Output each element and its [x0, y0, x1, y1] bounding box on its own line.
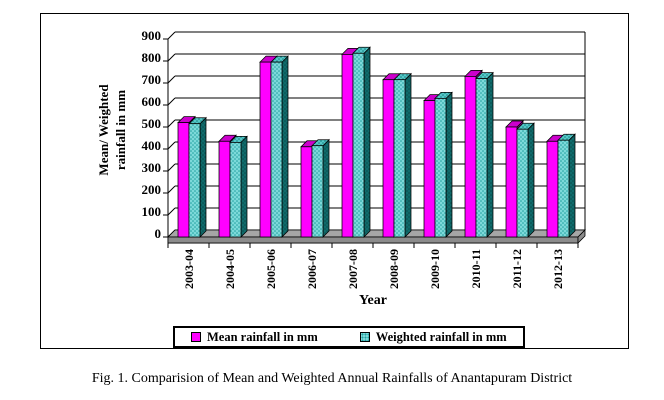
legend-label-weighted: Weighted rainfall in mm — [375, 329, 507, 344]
x-tick-label: 2006-07 — [305, 249, 319, 289]
bar-weighted-2005-06 — [270, 55, 289, 238]
legend-item-mean: Mean rainfall in mm — [191, 330, 318, 345]
gridline-depth-connector — [167, 31, 176, 40]
y-tick-label: 800 — [142, 50, 162, 65]
gridline-depth-connector — [167, 141, 176, 150]
y-axis-title: Mean/ Weighted rainfall in mm — [96, 55, 136, 205]
gridline-depth-connector — [167, 119, 176, 128]
bar-weighted-2011-12 — [516, 122, 535, 238]
y-tick-label: 200 — [142, 182, 162, 197]
x-tick-label: 2011-12 — [510, 249, 524, 288]
x-tick-label: 2005-06 — [264, 249, 278, 289]
mean-series-swatch-icon — [191, 332, 201, 342]
x-tick-label: 2012-13 — [551, 249, 565, 289]
gridline-depth-connector — [167, 97, 176, 106]
y-tick-label: 700 — [142, 72, 162, 87]
bar-weighted-2004-05 — [229, 135, 248, 238]
y-tick-label: 500 — [142, 116, 162, 131]
x-axis-title: Year — [359, 293, 387, 308]
bar-weighted-2008-09 — [393, 72, 412, 238]
x-tick-label: 2007-08 — [346, 249, 360, 289]
legend: Mean rainfall in mm Weighted rainfall in… — [173, 326, 525, 348]
bar-weighted-2007-08 — [352, 46, 371, 238]
bar-weighted-2012-13 — [557, 133, 576, 238]
y-axis-title-line2: rainfall in mm — [112, 89, 128, 171]
y-tick-label: 100 — [142, 204, 162, 219]
bar-weighted-2006-07 — [311, 138, 330, 238]
axis-labels: 0 100 200 300 400 500 600 700 800 900 2003-04 2004-… — [142, 28, 566, 289]
weighted-series-swatch-icon — [359, 332, 370, 342]
x-tick-label: 2004-05 — [223, 249, 237, 289]
y-tick-label: 0 — [155, 226, 162, 241]
y-axis-title-line1: Mean/ Weighted — [96, 84, 111, 176]
gridline-depth-connector — [167, 75, 176, 84]
bar-weighted-2009-10 — [434, 91, 453, 238]
gridline-depth-connector — [167, 163, 176, 172]
y-tick-label: 400 — [142, 138, 162, 153]
x-tick-label: 2009-10 — [428, 249, 442, 289]
bar-weighted-2010-11 — [475, 71, 494, 238]
x-tick-label: 2010-11 — [469, 249, 483, 288]
x-tick-label: 2003-04 — [182, 249, 196, 289]
y-tick-label: 600 — [142, 94, 162, 109]
gridline-depth-connector — [167, 207, 176, 216]
x-tick-label: 2008-09 — [387, 249, 401, 289]
legend-label-mean: Mean rainfall in mm — [207, 329, 318, 344]
bars — [177, 46, 576, 238]
figure-caption: Fig. 1. Comparision of Mean and Weighted… — [91, 371, 573, 386]
gridline-depth-connector — [167, 185, 176, 194]
y-tick-label: 900 — [142, 28, 162, 43]
gridline-depth-connector — [167, 53, 176, 62]
legend-item-weighted: Weighted rainfall in mm — [359, 329, 507, 345]
bar-weighted-2003-04 — [188, 116, 207, 238]
y-tick-label: 300 — [142, 160, 162, 175]
